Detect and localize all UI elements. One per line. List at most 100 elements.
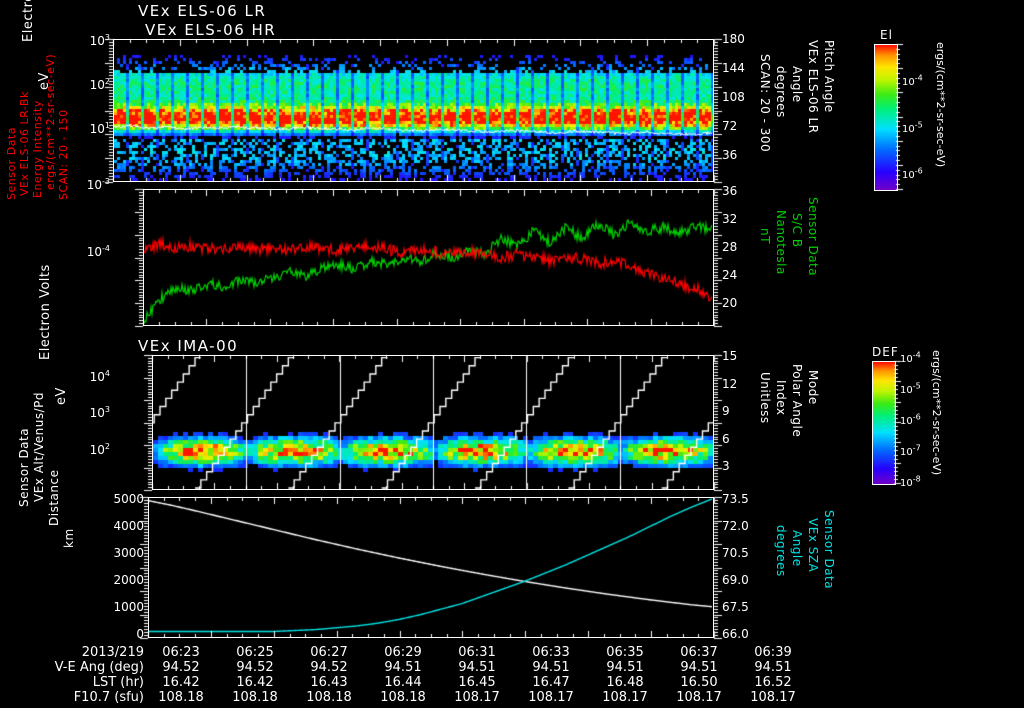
- cell-lst-1: 16.42: [236, 675, 274, 690]
- panel4-rtick-5: 66.0: [722, 627, 749, 641]
- cell-veang-6: 94.51: [606, 660, 644, 675]
- cell-veang-7: 94.51: [680, 660, 718, 675]
- panel3-spectrogram-canvas: [153, 356, 713, 489]
- cell-veang-3: 94.51: [384, 660, 422, 675]
- panel4-right-label-degrees: degrees: [774, 525, 788, 577]
- panel1-ytick-1: 102: [89, 77, 110, 93]
- colorbar2-tick-1-exp: -5: [912, 381, 921, 391]
- colorbar2-units: ergs/(cm**2-sr-sec-eV): [930, 350, 943, 476]
- panel3-right-label-index: Index: [774, 380, 788, 416]
- panel2-rtick-2: 28: [722, 240, 738, 254]
- panel4-left-label-sensor: Sensor Data: [17, 427, 31, 507]
- panel4-plot-area[interactable]: [148, 497, 714, 638]
- colorbar1-tick-2: 10-6: [902, 166, 923, 181]
- cell-time-8: 06:39: [754, 645, 792, 660]
- colorbar1-title: El: [880, 28, 893, 42]
- panel1-rtick-2: 108: [722, 90, 745, 104]
- cell-f107-4: 108.17: [454, 690, 500, 705]
- panel4-left-label-distance: Distance: [47, 469, 61, 526]
- panel1-spectrogram-canvas: [114, 40, 713, 181]
- colorbar2-tick-0-exp: -4: [912, 350, 921, 360]
- panel1-rtick-4: 36: [722, 148, 738, 162]
- panel2-plot-area[interactable]: [143, 189, 714, 326]
- cell-time-4: 06:31: [458, 645, 496, 660]
- colorbar2-title: DEF: [872, 345, 899, 359]
- colorbar1-tick-2-exp: -6: [914, 166, 923, 176]
- colorbar1-tick-1: 10-5: [902, 120, 923, 135]
- colorbar1-tick-0-exp: -4: [914, 73, 923, 83]
- panel4-ytick-5: 0: [136, 627, 144, 641]
- panel2-right-label-sensor: Sensor Data: [806, 197, 820, 277]
- cell-f107-7: 108.17: [676, 690, 722, 705]
- colorbar2-tick-1: 10-5: [900, 381, 921, 396]
- cell-lst-6: 16.48: [606, 675, 644, 690]
- panel2-left-label-instrument: VEx ELS-06 LR-Bk: [18, 91, 31, 196]
- cell-time-5: 06:33: [532, 645, 570, 660]
- colorbar2-tick-2-exp: -6: [912, 412, 921, 422]
- panel4-timeseries-canvas: [149, 498, 713, 637]
- colorbar1-tick-0: 10-4: [902, 73, 923, 88]
- panel2-right-label-scb: S/C B: [790, 213, 804, 248]
- panel1-plot-area[interactable]: [113, 39, 714, 182]
- colorbar2-tick-4: 10-8: [900, 474, 921, 489]
- bottom-parameter-table: 2013/219 06:23 06:25 06:27 06:29 06:31 0…: [14, 645, 810, 705]
- panel4-right-label-angle: Angle: [790, 530, 804, 567]
- cell-f107-6: 108.17: [602, 690, 648, 705]
- panel1-rtick-1: 144: [722, 61, 745, 75]
- cell-time-7: 06:37: [680, 645, 718, 660]
- colorbar2-tick-2: 10-6: [900, 412, 921, 427]
- panel2-rtick-0: 36: [722, 184, 738, 198]
- panel1-rtick-0: 180: [722, 32, 745, 46]
- panel3-ytick-1-exp: 3: [104, 405, 110, 414]
- panel4-ytick-3: 2000: [113, 573, 144, 587]
- panel2-ytick-0: 10-3: [86, 177, 110, 193]
- panel4-rtick-0: 73.5: [722, 492, 749, 506]
- cell-f107-3: 108.18: [380, 690, 426, 705]
- panel1-right-label-angle: Angle: [790, 66, 804, 103]
- cell-veang-1: 94.52: [236, 660, 274, 675]
- cell-time-3: 06:29: [384, 645, 422, 660]
- colorbar2-tick-4-exp: -8: [912, 474, 921, 484]
- panel4-left-label-km: km: [62, 528, 76, 548]
- panel3-right-label-mode: Mode: [806, 370, 820, 405]
- panel2-right-label-nanotesla: Nanotesla: [774, 210, 788, 275]
- panel3-rtick-1: 12: [722, 377, 738, 391]
- panel2-left-label-scan: SCAN: 20 - 150: [57, 109, 70, 200]
- panel2-left-label-sensor: Sensor Data: [5, 127, 18, 200]
- row-label-lst: LST (hr): [92, 675, 144, 690]
- panel1-ytick-2-exp: 1: [104, 121, 110, 130]
- panel4-rtick-3: 69.0: [722, 573, 749, 587]
- colorbar1-gradient: [875, 45, 897, 190]
- panel3-rtick-3: 6: [722, 432, 730, 446]
- panel3-right-label-unitless: Unitless: [758, 372, 772, 424]
- colorbar1: [874, 44, 898, 191]
- panel2-right-label-nt: nT: [758, 228, 772, 244]
- cell-lst-4: 16.45: [458, 675, 496, 690]
- panel1-left-axis-label: Electron Energy: [21, 0, 36, 42]
- colorbar2-gradient: [873, 362, 895, 484]
- panel4-rtick-2: 70.5: [722, 546, 749, 560]
- cell-f107-0: 108.18: [158, 690, 204, 705]
- panel4-left-label-quantity: VEx Alt/Venus/Pd: [32, 391, 46, 502]
- panel2-left-label-units: ergs/(cm**2-sr-sec-eV): [44, 53, 57, 190]
- panel4-rtick-1: 72.0: [722, 519, 749, 533]
- table-row: F10.7 (sfu) 108.18 108.18 108.18 108.18 …: [14, 690, 810, 705]
- row-label-date: 2013/219: [81, 645, 144, 660]
- panel1-title-hr: VEx ELS-06 HR: [145, 21, 277, 39]
- panel3-rtick-2: 9: [722, 404, 730, 418]
- panel3-plot-area[interactable]: [152, 355, 714, 490]
- cell-veang-2: 94.52: [310, 660, 348, 675]
- cell-veang-0: 94.52: [162, 660, 200, 675]
- cell-time-2: 06:27: [310, 645, 348, 660]
- panel3-ytick-1: 103: [89, 405, 110, 421]
- panel2-ytick-1-exp: -4: [102, 244, 110, 253]
- panel3-title: VEx IMA-00: [138, 337, 239, 355]
- table-row: 2013/219 06:23 06:25 06:27 06:29 06:31 0…: [14, 645, 810, 660]
- panel3-left-axis-label: Electron Volts: [38, 264, 53, 360]
- panel4-ytick-2: 3000: [113, 546, 144, 560]
- panel3-rtick-0: 15: [722, 349, 738, 363]
- cell-lst-7: 16.50: [680, 675, 718, 690]
- colorbar1-tick-1-exp: -5: [914, 120, 923, 130]
- panel3-rtick-4: 3: [722, 459, 730, 473]
- panel2-left-label-quantity: Energy Intensity: [31, 100, 44, 198]
